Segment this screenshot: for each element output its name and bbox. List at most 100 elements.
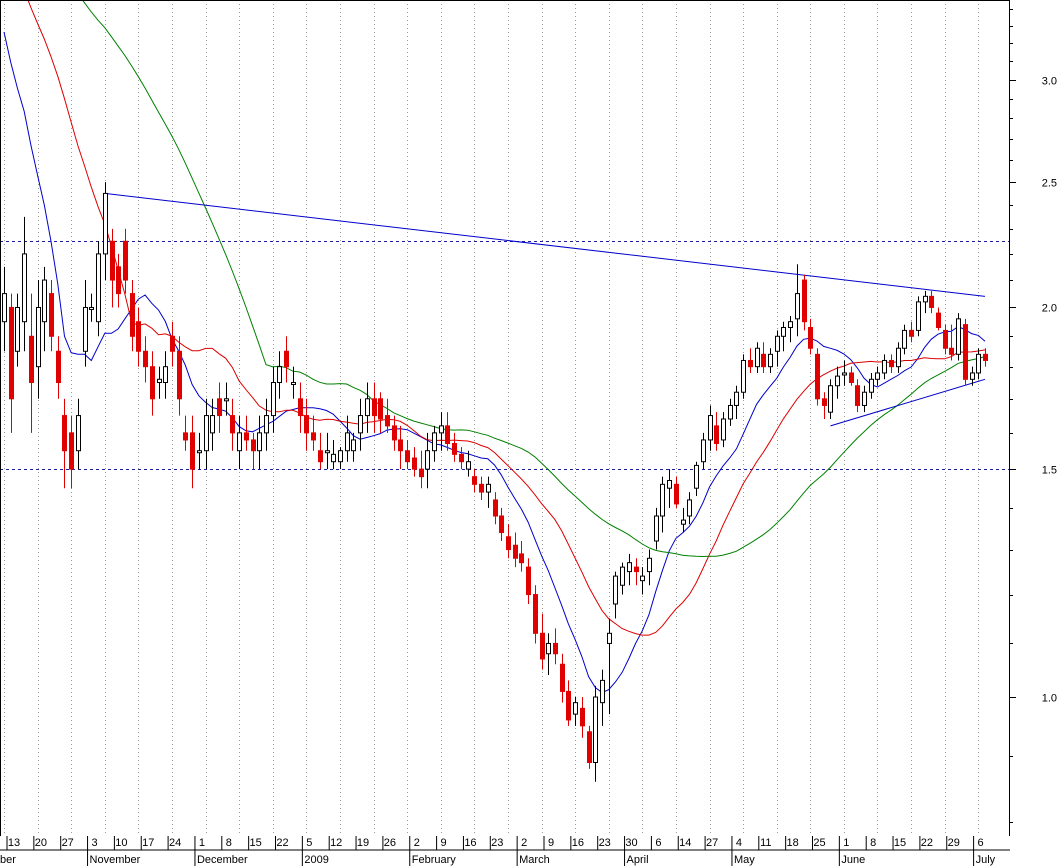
candle-body [573,702,578,715]
candle-body [802,279,807,323]
candle-body [304,415,309,434]
candle-body [983,353,988,361]
candle-body [741,359,746,393]
moving-average-line-1 [3,31,986,694]
x-day-label: 27 [62,837,74,849]
candle-body [157,378,162,384]
candle-body [970,372,975,380]
candle-body [667,479,672,489]
candle-body [929,295,934,308]
candle-body [439,425,444,434]
candle-body [217,398,222,417]
x-day-label: 1 [843,837,849,849]
x-day-label: 15 [250,837,262,849]
candle-body [197,450,202,454]
candle-body [83,306,88,352]
candle-body [237,432,242,452]
candle-body [781,326,786,337]
x-day-label: 5 [306,837,312,849]
x-day-label: 1 [199,837,205,849]
candle-body [405,450,410,463]
x-day-label: 2 [414,837,420,849]
candle-body [103,192,108,255]
candle-body [56,350,61,384]
x-axis: 13 20 27 3 10 17 24 1 8 15 22 5 12 19 26 2 9 16 23 2 9 16 23 30… [0,836,1010,866]
candle-body [378,398,383,420]
candle-body [22,253,27,323]
candle-body [613,575,618,605]
x-day-label: 6 [978,837,984,849]
x-day-label: 12 [330,837,342,849]
x-day-label: 23 [599,837,611,849]
candle-body [788,321,793,328]
candle-body [674,483,679,505]
candle-body [412,457,417,470]
candle-body [459,453,464,463]
moving-average-line-3 [81,0,986,558]
candle-body [284,350,289,368]
candle-body [432,432,437,452]
trendline-1 [104,192,986,297]
trendline-2 [830,378,986,427]
candle-body [849,372,854,384]
candle-body [607,632,612,644]
candle-body [896,347,901,368]
candle-body [15,306,20,352]
candle-body [89,306,94,310]
candle-body [251,439,256,452]
candle-body [372,398,377,417]
candle-body [600,679,605,704]
candle-body [365,398,370,417]
candle-body [398,439,403,452]
candle-body [660,483,665,517]
candle-body [620,566,625,586]
x-day-label: 2 [521,837,527,849]
x-day-label: 15 [894,837,906,849]
x-day-label: 29 [948,837,960,849]
candle-body [351,439,356,452]
candle-body [419,468,424,478]
vertical-grid [4,0,979,836]
candle-body [493,499,498,517]
candle-body [318,450,323,463]
candle-body [177,350,182,400]
candle-body [943,329,948,349]
candle-body [963,324,968,380]
candle-body [358,415,363,434]
candle-body [560,663,565,692]
x-month-label: 2009 [304,854,328,866]
x-day-label: 22 [276,837,288,849]
candle-body [768,353,773,368]
candle-body [869,378,874,393]
x-day-label: 9 [441,837,447,849]
x-month-label: March [519,854,550,866]
candle-body [822,398,827,406]
candle-body [566,690,571,721]
candle-body [29,335,34,384]
x-day-label: 13 [8,837,20,849]
candle-body [224,398,229,402]
candle-body [889,359,894,368]
candle-body [734,391,739,406]
candle-body [842,372,847,376]
candle-body [593,696,598,763]
candle-body [96,253,101,323]
y-tick-label: 3.5 [1042,0,1057,1]
x-month-label: February [412,854,457,866]
candle-body [828,385,833,413]
candle-body [116,266,121,295]
candle-body [587,731,592,763]
candle-body [49,293,54,337]
candle-body [9,306,14,400]
reference-lines [0,241,1010,470]
candle-body [956,318,961,355]
x-day-label: 22 [921,837,933,849]
candle-body [627,562,632,573]
x-day-label: 26 [384,837,396,849]
candle-body [855,385,860,406]
candle-body [257,432,262,452]
candle-body [519,553,524,564]
candle-body [640,575,645,582]
candle-body [143,350,148,368]
candle-body [795,293,800,320]
